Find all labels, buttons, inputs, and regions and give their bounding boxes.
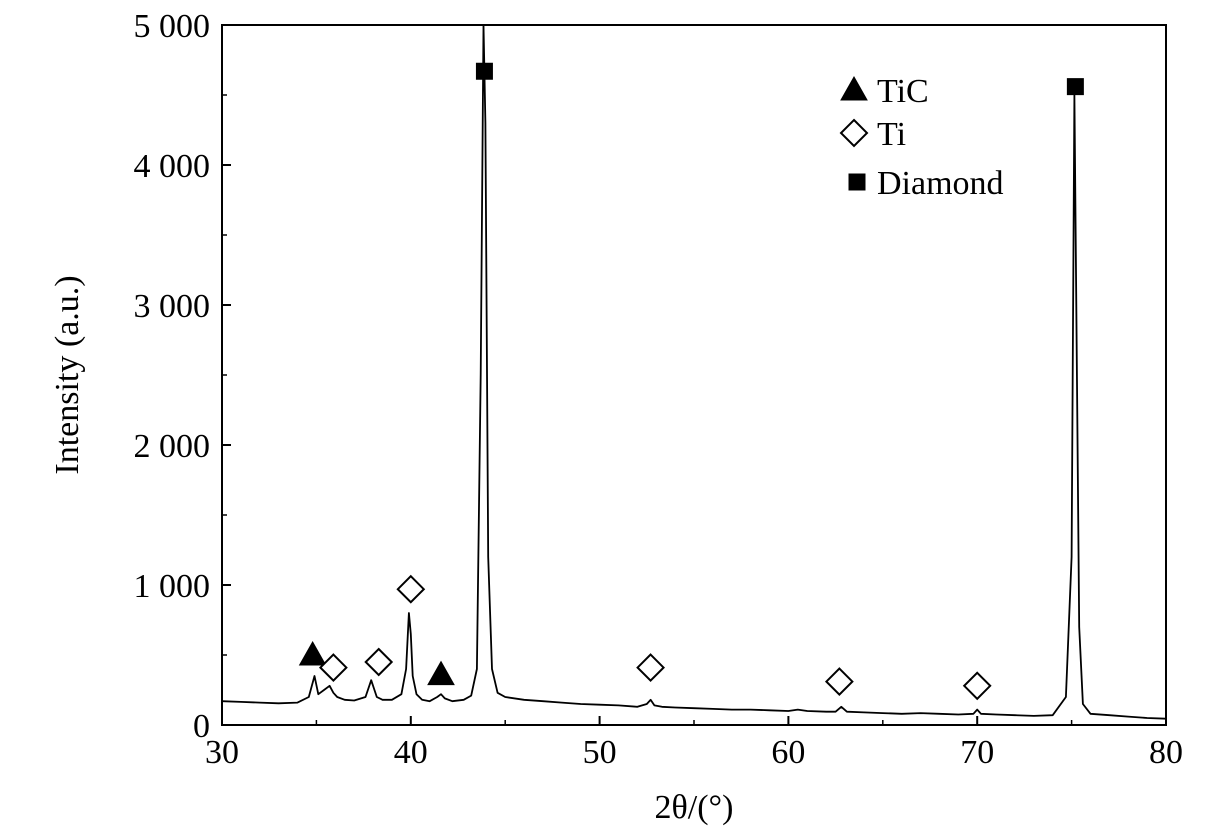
axes: 30 40 50 60 70 80 0 1 000 2 000 3 000 4 000 5 000: [134, 8, 1184, 771]
legend-item-tic: TiC: [840, 73, 929, 110]
x-tick-label-50: 50: [583, 734, 617, 771]
legend-marker-filled-triangle: [840, 75, 868, 101]
series-line-0: [222, 25, 1166, 720]
y-tick-label-0: 0: [193, 708, 210, 745]
plot-frame: [221, 24, 1167, 726]
plot-area: [222, 25, 1166, 720]
legend-item-ti: Ti: [839, 116, 906, 153]
x-tick-label-40: 40: [394, 734, 428, 771]
peak-marker-ti-7: [824, 667, 854, 697]
x-tick-label-70: 70: [960, 734, 994, 771]
peak-marker-diamond-9: [1066, 78, 1084, 96]
legend-label-diamond: Diamond: [877, 165, 1004, 202]
y-tick-label-4000: 4 000: [134, 148, 211, 185]
x-tick-label-30: 30: [205, 734, 239, 771]
x-axis-title: 2θ/(°): [655, 789, 734, 826]
x-tick-label-80: 80: [1149, 734, 1183, 771]
y-axis-title: Intensity (a.u.): [49, 275, 86, 474]
y-tick-label-2000: 2 000: [134, 428, 211, 465]
y-tick-label-5000: 5 000: [134, 8, 211, 45]
legend-marker-filled-square: [848, 173, 866, 191]
y-tick-label-3000: 3 000: [134, 288, 211, 325]
peak-marker-ti-3: [396, 574, 426, 604]
legend: TiC Ti Diamond: [839, 73, 1004, 202]
x-tick-label-60: 60: [771, 734, 805, 771]
peak-marker-diamond-5: [475, 62, 493, 80]
peak-marker-tic-4: [427, 660, 455, 686]
peak-marker-ti-6: [636, 653, 665, 683]
peak-marker-ti-8: [962, 671, 992, 701]
y-tick-label-1000: 1 000: [134, 568, 211, 605]
peak-marker-ti-2: [364, 647, 394, 677]
peak-marker-ti-1: [318, 653, 348, 683]
peak-marker-tic-0: [298, 640, 327, 666]
legend-item-diamond: Diamond: [848, 165, 1004, 202]
legend-label-ti: Ti: [877, 116, 906, 153]
legend-label-tic: TiC: [877, 73, 929, 110]
legend-marker-open-diamond: [839, 118, 869, 148]
